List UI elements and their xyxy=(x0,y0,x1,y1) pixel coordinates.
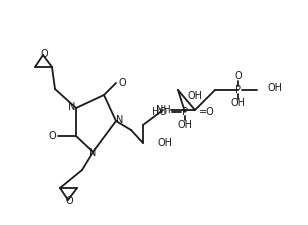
Text: N: N xyxy=(89,148,97,158)
Text: P: P xyxy=(182,107,188,117)
Text: N: N xyxy=(68,102,76,112)
Text: O: O xyxy=(65,196,73,206)
Text: OH: OH xyxy=(188,91,202,101)
Text: =O: =O xyxy=(199,107,215,117)
Text: O: O xyxy=(234,71,242,81)
Text: O: O xyxy=(48,131,56,141)
Text: P: P xyxy=(235,85,241,95)
Text: OH: OH xyxy=(230,98,245,108)
Text: O: O xyxy=(118,78,126,88)
Text: N: N xyxy=(116,115,124,125)
Text: NH: NH xyxy=(156,105,170,115)
Text: OH: OH xyxy=(157,138,172,148)
Text: HO: HO xyxy=(152,107,167,117)
Text: OH: OH xyxy=(268,83,283,93)
Text: OH: OH xyxy=(177,120,192,130)
Text: O: O xyxy=(40,49,48,59)
